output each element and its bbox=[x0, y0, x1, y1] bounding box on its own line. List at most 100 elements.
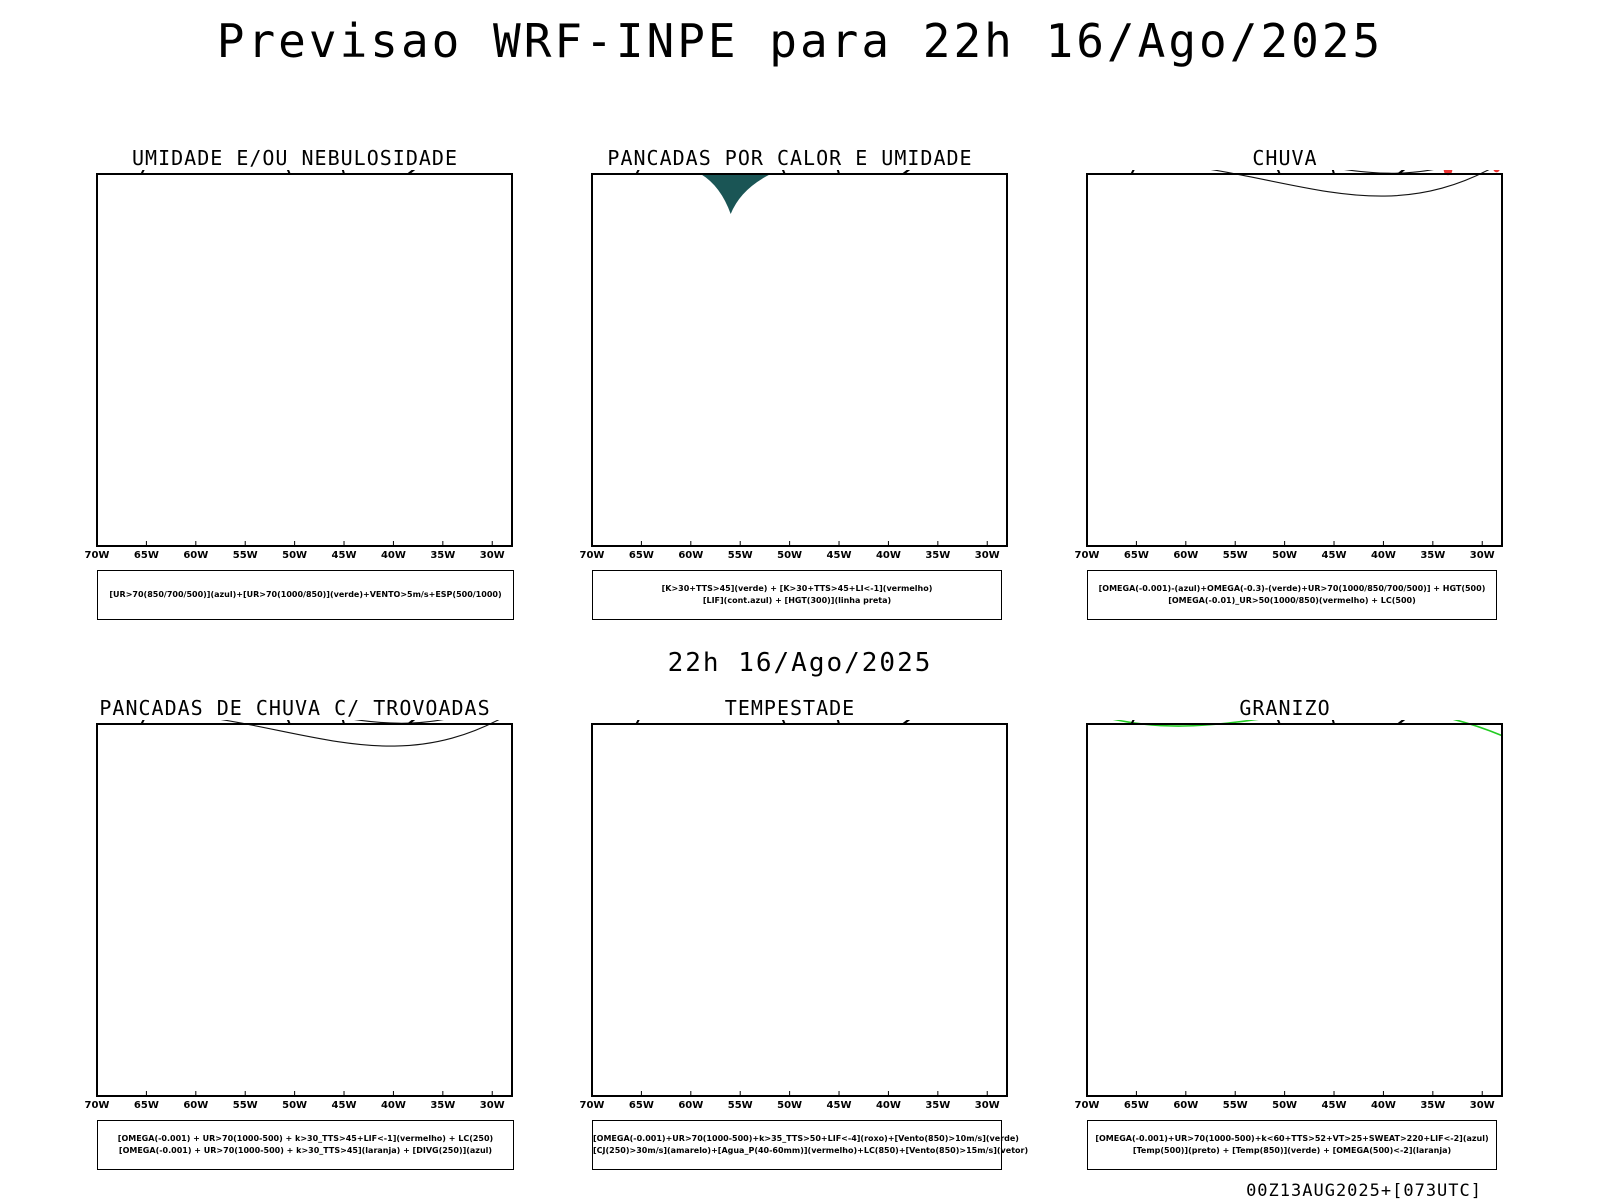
map-plot: 91212121512121518151821242112S15S18S21S2… bbox=[1075, 720, 1503, 1111]
streamline bbox=[1343, 170, 1434, 174]
x-tick-label: 40W bbox=[876, 550, 901, 561]
panel-pancadas-calor: PANCADAS POR CALOR E UMIDADE 96009600952… bbox=[570, 146, 1010, 620]
plot-background bbox=[1087, 724, 1502, 1096]
rain-area bbox=[1493, 170, 1500, 173]
panel-granizo: GRANIZO 91212121512121518151821242112S15… bbox=[1065, 696, 1505, 1170]
plot-frame bbox=[96, 173, 513, 547]
x-tick-label: 50W bbox=[282, 1100, 307, 1111]
x-tick-label: 60W bbox=[678, 550, 703, 561]
contour-lines bbox=[220, 720, 500, 747]
x-tick-label: 60W bbox=[1173, 1100, 1198, 1111]
x-tick-label: 70W bbox=[1075, 550, 1100, 561]
x-tick-label: 40W bbox=[1371, 550, 1396, 561]
x-tick-label: 40W bbox=[1371, 1100, 1396, 1111]
legend-line-1: [OMEGA(-0.001)+UR>70(1000-500)+k>35_TTS>… bbox=[593, 1134, 1019, 1143]
legend-line-1: [UR>70(850/700/500)](azul)+[UR>70(1000/8… bbox=[109, 590, 502, 599]
map-plot: 9600960095209600944093609520944093609280… bbox=[580, 170, 1008, 561]
x-tick-label: 50W bbox=[282, 550, 307, 561]
mid-date: 22h 16/Ago/2025 bbox=[667, 648, 933, 678]
x-tick-label: 35W bbox=[925, 1100, 950, 1111]
x-tick-label: 55W bbox=[728, 550, 753, 561]
map-plot: 12S15S18S21S24S27S30S33S36S39S42S70W65W6… bbox=[580, 720, 1008, 1111]
x-tick-label: 65W bbox=[629, 1100, 654, 1111]
legend-box: [UR>70(850/700/500)](azul)+[UR>70(1000/8… bbox=[97, 570, 514, 620]
plot-background bbox=[97, 724, 512, 1096]
panel-title: TEMPESTADE bbox=[724, 696, 856, 720]
x-tick-label: 70W bbox=[85, 550, 110, 561]
x-tick-label: 45W bbox=[332, 550, 357, 561]
x-tick-label: 45W bbox=[827, 550, 852, 561]
panel-title: PANCADAS POR CALOR E UMIDADE bbox=[607, 146, 973, 170]
x-tick-label: 55W bbox=[233, 550, 258, 561]
plot-background bbox=[97, 174, 512, 546]
x-tick-label: 70W bbox=[85, 1100, 110, 1111]
panel-tempestade: TEMPESTADE 12S15S18S21S24S27S30S33S36S39… bbox=[570, 696, 1028, 1170]
x-tick-label: 40W bbox=[381, 1100, 406, 1111]
x-tick-label: 45W bbox=[827, 1100, 852, 1111]
legend-box: [OMEGA(-0.001)+UR>70(1000-500)+k>35_TTS>… bbox=[592, 1120, 1029, 1170]
legend-line-2: [CJ(250)>30m/s](amarelo)+[Agua_P(40-60mm… bbox=[593, 1146, 1029, 1155]
plot-background bbox=[1087, 174, 1502, 546]
x-tick-label: 70W bbox=[1075, 1100, 1100, 1111]
plot-background bbox=[592, 724, 1007, 1096]
x-tick-label: 30W bbox=[975, 550, 1000, 561]
x-tick-label: 55W bbox=[1223, 1100, 1248, 1111]
legend-box: [OMEGA(-0.001) + UR>70(1000-500) + k>30_… bbox=[97, 1120, 514, 1170]
x-tick-label: 60W bbox=[183, 1100, 208, 1111]
plot-frame bbox=[591, 723, 1008, 1097]
streamline bbox=[353, 720, 444, 724]
x-tick-label: 55W bbox=[233, 1100, 258, 1111]
panel-title: CHUVA bbox=[1252, 146, 1318, 170]
map-plot: 5855855885825795765765795825885705675765… bbox=[1075, 170, 1503, 561]
plot-frame bbox=[96, 723, 513, 1097]
x-tick-label: 65W bbox=[629, 550, 654, 561]
streamline bbox=[220, 720, 500, 747]
x-tick-label: 65W bbox=[1124, 1100, 1149, 1111]
legend-line-2: [Temp(500)](preto) + [Temp(850)](verde) … bbox=[1132, 1146, 1452, 1155]
plot-frame bbox=[591, 173, 1008, 547]
x-tick-label: 50W bbox=[777, 550, 802, 561]
legend-box: [OMEGA(-0.001)+UR>70(1000-500)+k<60+TTS>… bbox=[1087, 1120, 1497, 1170]
streamline bbox=[1210, 170, 1490, 197]
x-tick-label: 65W bbox=[134, 550, 159, 561]
plot-frame bbox=[1086, 723, 1503, 1097]
legend-line-2: [OMEGA(-0.01)_UR>50(1000/850)(vermelho) … bbox=[1168, 596, 1416, 605]
legend-line-1: [K>30+TTS>45](verde) + [K>30+TTS>45+LI<-… bbox=[661, 584, 933, 593]
x-tick-label: 35W bbox=[1420, 550, 1445, 561]
panel-umidade: UMIDADE E/OU NEBULOSIDADE 10121012101610… bbox=[75, 146, 515, 620]
map-plot: 1012101210161016102010201024102410241028… bbox=[85, 170, 513, 561]
x-tick-label: 35W bbox=[430, 1100, 455, 1111]
x-tick-label: 35W bbox=[1420, 1100, 1445, 1111]
x-tick-label: 70W bbox=[580, 550, 605, 561]
map-plot: 12S15S18S21S24S27S30S33S36S39S42S70W65W6… bbox=[85, 720, 513, 1111]
x-tick-label: 45W bbox=[1322, 550, 1347, 561]
x-tick-label: 35W bbox=[430, 550, 455, 561]
plot-frame bbox=[1086, 173, 1503, 547]
x-tick-label: 35W bbox=[925, 550, 950, 561]
legend-box: [OMEGA(-0.001)-(azul)+OMEGA(-0.3)-(verde… bbox=[1087, 570, 1497, 620]
x-tick-label: 30W bbox=[480, 550, 505, 561]
x-tick-label: 45W bbox=[1322, 1100, 1347, 1111]
panel-title: GRANIZO bbox=[1239, 696, 1331, 720]
main-title: Previsao WRF-INPE para 22h 16/Ago/2025 bbox=[216, 14, 1384, 68]
x-tick-label: 50W bbox=[1272, 1100, 1297, 1111]
x-tick-label: 65W bbox=[1124, 550, 1149, 561]
model-run-label: 00Z13AUG2025+[073UTC] bbox=[1246, 1181, 1482, 1201]
contour-lines bbox=[1210, 170, 1490, 197]
x-tick-label: 60W bbox=[1173, 550, 1198, 561]
legend-box: [K>30+TTS>45](verde) + [K>30+TTS>45+LI<-… bbox=[592, 570, 1002, 620]
x-tick-label: 45W bbox=[332, 1100, 357, 1111]
legend-line-1: [OMEGA(-0.001) + UR>70(1000-500) + k>30_… bbox=[117, 1134, 494, 1143]
panel-trovoadas: PANCADAS DE CHUVA C/ TROVOADAS 12S15S18S… bbox=[75, 696, 515, 1170]
x-tick-label: 30W bbox=[480, 1100, 505, 1111]
panel-title: UMIDADE E/OU NEBULOSIDADE bbox=[131, 146, 459, 170]
x-tick-label: 70W bbox=[580, 1100, 605, 1111]
panel-title: PANCADAS DE CHUVA C/ TROVOADAS bbox=[99, 696, 491, 720]
x-tick-label: 50W bbox=[1272, 550, 1297, 561]
plot-background bbox=[592, 174, 1007, 546]
x-tick-label: 50W bbox=[777, 1100, 802, 1111]
legend-line-1: [OMEGA(-0.001)-(azul)+OMEGA(-0.3)-(verde… bbox=[1098, 584, 1486, 593]
x-tick-label: 30W bbox=[975, 1100, 1000, 1111]
x-tick-label: 65W bbox=[134, 1100, 159, 1111]
convection-area bbox=[700, 174, 771, 214]
